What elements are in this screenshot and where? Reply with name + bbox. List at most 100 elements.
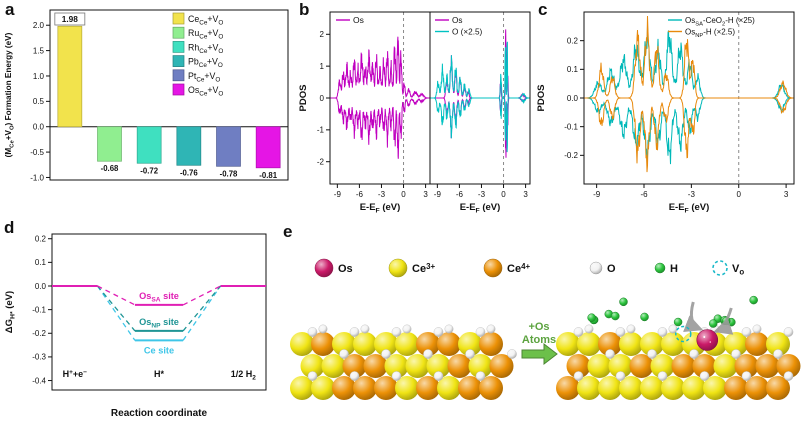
ce-atom <box>374 332 398 356</box>
dos-curve-up <box>330 36 430 99</box>
legend-swatch <box>172 12 185 25</box>
bar <box>176 126 202 166</box>
o-atom <box>752 324 762 334</box>
y-tick-label: 0.0 <box>35 282 47 291</box>
legend-label: OsSA-CeO2-H (×25) <box>685 16 755 28</box>
legend-swatch <box>172 83 185 96</box>
legend-label: RhCe+VO <box>188 42 223 55</box>
ce-atom <box>353 376 377 400</box>
h-atom <box>708 319 718 328</box>
y-tick-label: 0.0 <box>33 123 45 132</box>
stage-label: 1/2 H2 <box>231 369 257 382</box>
panel-d-free-energy-diagram: 0.2 0.1 0.0 -0.1 -0.2 -0.3 -0.4 ΔGH* (eV) Reacti… <box>4 233 267 419</box>
legend-label: O <box>607 263 616 275</box>
ce-atom <box>703 376 727 400</box>
os-sparkle <box>703 336 706 338</box>
legend-label: Os <box>338 263 353 275</box>
legend-label: PtCe+VO <box>188 71 220 84</box>
x-tick-label: 0 <box>401 190 406 199</box>
bar <box>57 25 83 128</box>
y-tick-label: 1.0 <box>33 72 45 81</box>
slab-after-os <box>556 295 801 400</box>
y-tick-label: 1.5 <box>33 46 45 55</box>
ce-atom <box>619 376 643 400</box>
bar <box>136 126 162 164</box>
ce-atom <box>290 376 314 400</box>
ce-atom <box>766 376 790 400</box>
ce-atom <box>629 354 654 378</box>
arrow-label-line2: Atoms <box>522 334 556 346</box>
legend-label: Os <box>353 15 364 25</box>
ce-atom <box>713 354 738 378</box>
dos-curve-down <box>330 97 430 159</box>
ce-atom <box>577 332 601 356</box>
bar <box>97 126 122 162</box>
y-tick-label: 0.2 <box>35 235 47 244</box>
series-label: OsSA site <box>139 291 179 304</box>
ce-atom <box>650 354 675 378</box>
plot-frame <box>329 11 431 185</box>
ce-atom <box>342 354 367 378</box>
ce-atom <box>332 332 356 356</box>
bar-value-label: -0.81 <box>259 171 277 180</box>
energy-connector <box>182 285 222 332</box>
bar-value-label: -0.68 <box>101 164 119 173</box>
ce-atom <box>363 354 388 378</box>
ce-atom <box>384 354 409 378</box>
ce-atom <box>311 376 335 400</box>
slab-before-os <box>290 324 517 400</box>
o-atom <box>657 371 668 381</box>
o-atom <box>615 327 626 337</box>
legend-label: O (×2.5) <box>452 27 483 36</box>
o-atom <box>360 324 370 334</box>
o-atom <box>307 371 318 381</box>
legend-swatch <box>172 41 185 53</box>
o-atom <box>433 371 444 381</box>
y-tick-label: -1 <box>317 126 325 135</box>
vacancy-legend-circle <box>712 260 728 276</box>
legend-label: OsCe+VO <box>188 85 223 98</box>
legend-label: Os <box>452 16 462 25</box>
dos-curve-up <box>430 41 530 99</box>
ce-atom <box>577 376 601 400</box>
x-tick-label: 0 <box>501 190 506 199</box>
y-tick-label: 0.1 <box>567 65 579 74</box>
y-tick-label: -0.1 <box>564 122 578 131</box>
adsorption-arrow <box>683 301 704 333</box>
y-tick-label: 0.5 <box>33 97 45 106</box>
y-tick-label: -1.0 <box>30 173 44 182</box>
legend-sphere <box>388 258 408 278</box>
o-atom <box>381 349 391 359</box>
o-atom <box>507 349 517 359</box>
x-axis-title: E-EF (eV) <box>460 202 501 215</box>
y-tick-label: 1 <box>320 62 325 71</box>
y-axis-title: PDOS <box>298 85 309 112</box>
bar-value-label: 1.98 <box>62 14 79 24</box>
o-atom <box>731 349 741 359</box>
bar <box>255 126 281 169</box>
legend-swatch <box>172 26 185 39</box>
dos-curves <box>584 15 794 173</box>
ce-atom <box>311 332 335 356</box>
ce-atom <box>447 354 472 378</box>
dos-curve-down <box>584 97 794 173</box>
stage-label: H* <box>154 369 164 379</box>
h-atom <box>640 312 649 322</box>
y-tick-label: -0.5 <box>30 148 44 157</box>
x-tick-label: 3 <box>784 190 789 199</box>
plot-frame <box>49 9 289 181</box>
o-atom <box>773 349 783 359</box>
o-atom <box>465 349 475 359</box>
panel-b-pdos-chart: -9 -6 -3 0 3 -2 -1 0 1 2 E-EF (eV) PDOS -9 -6 -3 0 3 E-EF… <box>298 11 531 215</box>
adsorption-arrow <box>713 307 734 335</box>
x-tick-label: -3 <box>688 190 696 199</box>
bar-value-label: -0.76 <box>180 168 198 177</box>
y-tick-label: 0.1 <box>35 258 47 267</box>
x-tick-label: -9 <box>434 190 442 199</box>
o-atom <box>615 371 626 381</box>
o-atom <box>486 324 496 334</box>
ce-atom <box>426 354 451 378</box>
y-axis-title: (MCe+VO) Formation Energy (eV) <box>4 32 16 157</box>
series-label: Ce site <box>144 345 174 355</box>
